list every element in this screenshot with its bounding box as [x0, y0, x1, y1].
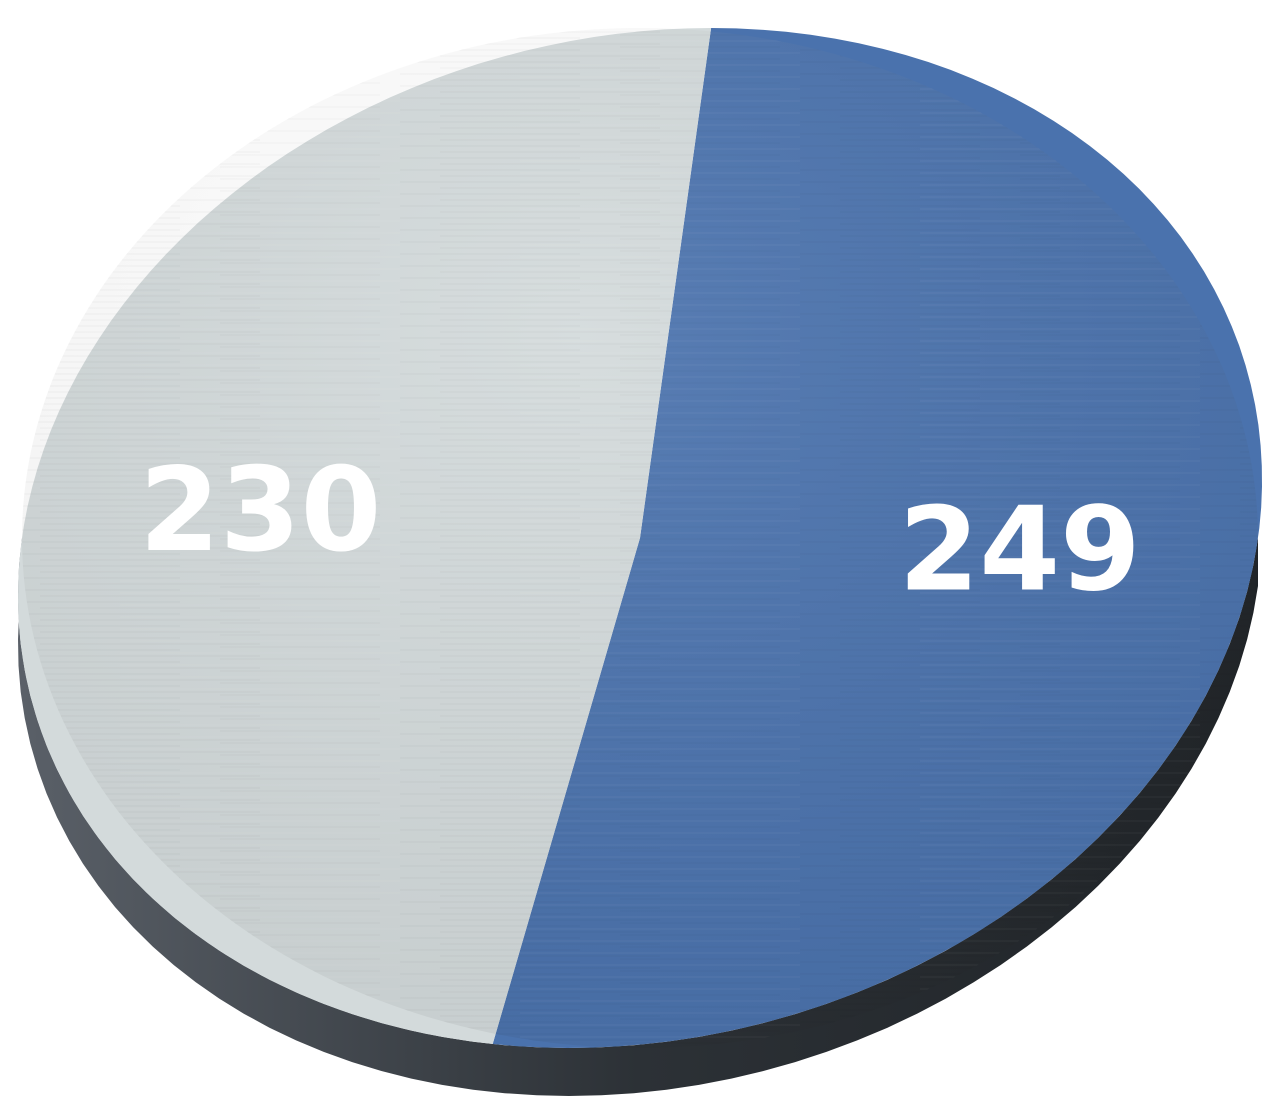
pie-slice-1-value-label: 230: [139, 443, 381, 578]
pie-slice-0-value-label: 249: [899, 482, 1141, 617]
